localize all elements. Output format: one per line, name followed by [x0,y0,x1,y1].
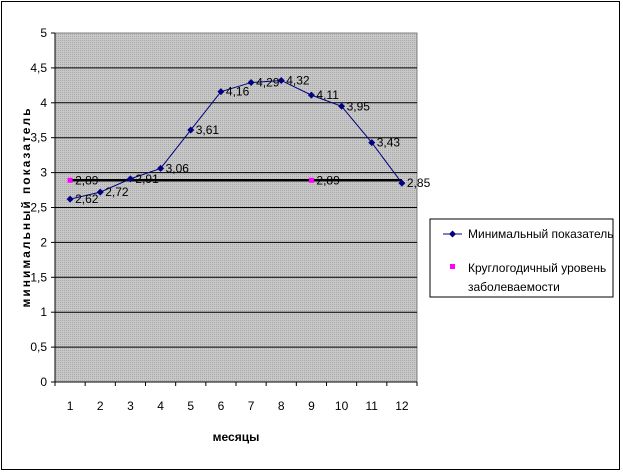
data-label: 4,29 [256,76,280,90]
data-label: 3,43 [377,136,401,150]
data-point-diamond [66,195,74,203]
data-point-diamond [96,188,104,196]
data-label: 2,62 [75,192,99,206]
x-tick-label: 7 [248,399,255,413]
x-tick-label: 2 [97,399,104,413]
legend: Минимальный показатель Круглогодичный ур… [429,218,614,298]
y-tick-label: 5 [40,26,47,40]
data-point-diamond [277,76,285,84]
data-point-diamond [398,179,406,187]
y-tick-label: 1,5 [30,270,47,284]
data-label: 2,85 [407,176,431,190]
data-label: 2,89 [75,173,99,187]
x-tick-label: 5 [187,399,194,413]
y-tick-label: 0,5 [30,340,47,354]
data-label: 3,95 [347,99,371,113]
x-tick-label: 9 [308,399,315,413]
y-tick-label: 3,5 [30,131,47,145]
legend-label-series-2-line-2: заболеваемости [468,280,560,294]
data-label: 2,91 [135,172,159,186]
y-tick-label: 2,5 [30,201,47,215]
legend-square-marker [450,264,455,269]
data-point-diamond [307,91,315,99]
legend-label-series-2-line-1: Круглогодичный уровень [468,261,606,275]
data-point-diamond [247,79,255,87]
x-tick-label: 12 [395,399,409,413]
x-tick-label: 11 [366,399,379,413]
series-lines [69,79,403,200]
series-line [69,79,403,200]
data-labels: 2,62 2,72 2,91 3,06 3,61 4,16 4,29 4,32 4,11 3,95… [75,73,431,206]
x-tick-label: 10 [335,399,349,413]
data-label: 2,72 [105,185,129,199]
data-point-diamond [157,164,165,172]
data-point-diamond [187,126,195,134]
x-axis-title: месяцы [213,430,260,444]
y-tick-label: 0 [40,375,47,389]
data-point-diamond [217,88,225,96]
y-tick-label: 3 [40,166,47,180]
series-markers [66,76,406,203]
y-tick-label: 4 [40,96,47,110]
data-label: 4,11 [316,88,339,102]
x-tick-label: 1 [67,399,74,413]
data-label: 3,06 [166,161,190,175]
data-point-square [308,177,314,183]
data-point-diamond [368,139,376,147]
data-label: 2,89 [316,173,340,187]
x-tick-label: 8 [278,399,285,413]
data-label: 4,32 [286,73,310,87]
y-tick-label: 4,5 [30,61,47,75]
x-tick-label: 3 [127,399,134,413]
y-axis-title: минимальный показатель [19,107,33,308]
legend-box [429,218,614,298]
legend-diamond-marker [449,230,456,238]
legend-label-series-1: Минимальный показатель [468,227,614,241]
x-axis-ticks: 1 2 3 4 5 6 7 8 9 10 11 12 [54,382,418,413]
data-label: 4,16 [226,85,250,99]
data-point-square [67,177,73,183]
y-tick-label: 2 [40,235,47,249]
x-tick-label: 6 [218,399,225,413]
y-axis-ticks: 0 0,5 1 1,5 2 2,5 3 3,5 4 4,5 5 [30,26,55,389]
y-tick-label: 1 [40,305,47,319]
data-label: 3,61 [196,123,220,137]
data-point-diamond [338,102,346,110]
data-point-diamond [126,175,134,183]
x-tick-label: 4 [157,399,164,413]
